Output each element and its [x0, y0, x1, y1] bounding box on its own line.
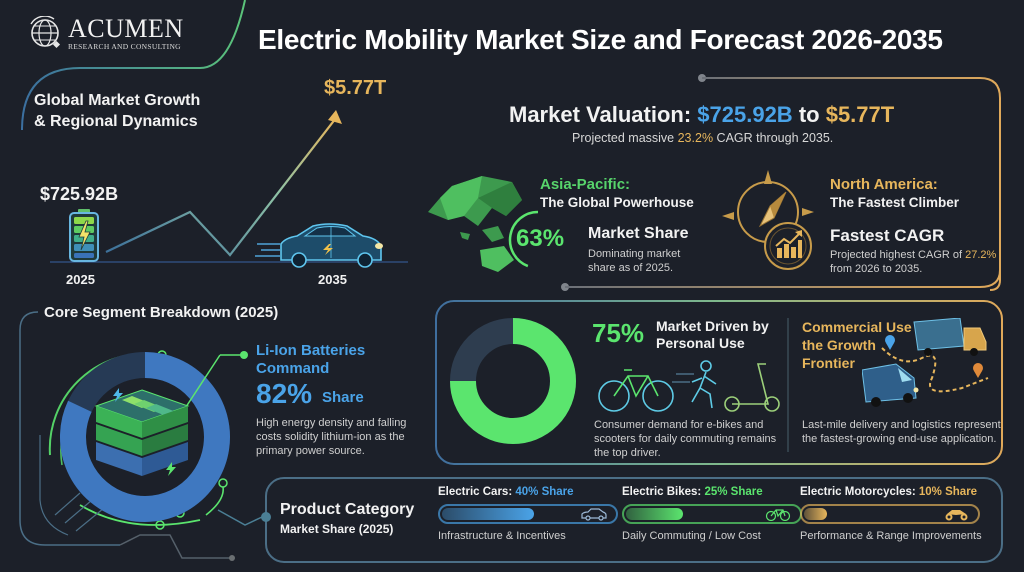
valuation-sub-prefix: Projected massive — [572, 131, 678, 145]
li-ion-description: High energy density and falling costs so… — [256, 417, 407, 457]
car-icon — [581, 508, 607, 521]
battery-stack-icon — [94, 389, 190, 476]
category-electric-cars: Electric Cars: 40% Share Infrastructure … — [438, 486, 618, 542]
core-segment-title: Core Segment Breakdown (2025) — [44, 304, 279, 321]
na-desc-prefix: Projected highest CAGR of — [830, 249, 966, 261]
growth-line — [105, 117, 337, 257]
personal-mobility-icons — [598, 360, 780, 412]
page-title: Electric Mobility Market Size and Foreca… — [258, 24, 943, 55]
commercial-use-title: Commercial Use is the Growth Frontier — [802, 319, 928, 371]
lightning-icon — [166, 462, 176, 476]
north-america-label: Fastest CAGR — [830, 226, 945, 245]
category-progress-fill — [626, 508, 684, 520]
van-icon — [862, 363, 919, 407]
start-year-label: 2025 — [66, 272, 95, 287]
category-share: 40% Share — [515, 486, 574, 498]
valuation-sub-suffix: CAGR through 2035. — [713, 131, 834, 145]
end-year-label: 2035 — [318, 272, 347, 287]
asia-pacific-title: Asia-Pacific: — [540, 176, 631, 193]
category-share: 25% Share — [704, 486, 763, 498]
map-pin-icon — [885, 335, 895, 350]
end-value-label: $5.77T — [324, 77, 387, 99]
commercial-use-description: Last-mile delivery and logistics represe… — [802, 419, 1001, 445]
na-cagr: 27.2% — [965, 249, 997, 261]
li-ion-percent: 82% — [256, 378, 313, 409]
bicycle-icon — [765, 509, 791, 521]
category-note: Daily Commuting / Low Cost — [622, 530, 761, 542]
product-category-title: Product Category — [280, 501, 415, 518]
growth-title-line1: Global Market Growth — [34, 92, 201, 109]
category-electric-motorcycles: Electric Motorcycles: 10% Share Performa… — [800, 486, 982, 542]
category-name: Electric Bikes: — [622, 486, 705, 498]
category-note: Infrastructure & Incentives — [438, 530, 566, 542]
company-logo: Acumen RESEARCH AND CONSULTING — [28, 16, 184, 51]
runner-icon — [672, 360, 717, 409]
asia-pacific-percent: 63% — [516, 225, 565, 252]
market-valuation-heading: Market Valuation: $725.92B to $5.77T — [509, 102, 894, 128]
category-progress-bar — [800, 504, 980, 524]
map-pin-icon — [973, 363, 983, 378]
lightning-icon — [113, 388, 123, 402]
growth-title-line2: & Regional Dynamics — [34, 113, 198, 130]
personal-use-title: Market Driven by Personal Use — [656, 318, 769, 351]
category-name: Electric Cars: — [438, 486, 516, 498]
growth-arrow-icon — [328, 110, 342, 124]
category-label: Electric Motorcycles: 10% Share — [800, 486, 980, 498]
growth-chart — [50, 110, 408, 263]
valuation-subtext: Projected massive 23.2% CAGR through 203… — [572, 131, 833, 145]
growth-section-title: Global Market Growth & Regional Dynamics — [34, 90, 200, 132]
growth-chart-icon — [764, 222, 812, 270]
asia-pacific-label: Market Share — [588, 225, 689, 242]
battery-donut-chart — [39, 350, 248, 536]
category-label: Electric Bikes: 25% Share — [622, 486, 802, 498]
na-desc-suffix: from 2026 to 2035. — [830, 249, 1000, 275]
asia-pacific-description: Dominating market share as of 2025. — [588, 248, 681, 274]
bicycle-icon — [598, 369, 674, 412]
asia-share-arc — [508, 210, 539, 268]
li-ion-share-label: Share — [322, 389, 364, 406]
battery-icon — [69, 209, 99, 262]
delivery-route-icon — [862, 318, 989, 407]
globe-icon — [30, 16, 61, 49]
category-progress-bar — [622, 504, 802, 524]
category-electric-bikes: Electric Bikes: 25% Share Daily Commutin… — [622, 486, 802, 542]
valuation-to: $5.77T — [825, 102, 895, 127]
product-category-subtitle: Market Share (2025) — [280, 522, 394, 536]
category-share: 10% Share — [918, 486, 978, 498]
category-note: Performance & Range Improvements — [800, 530, 982, 542]
personal-use-description: Consumer demand for e-bikes and scooters… — [594, 419, 777, 459]
valuation-cagr: 23.2% — [677, 131, 714, 145]
personal-use-donut — [450, 318, 576, 444]
category-progress-bar — [438, 504, 618, 524]
category-label: Electric Cars: 40% Share — [438, 486, 618, 498]
electric-car-icon — [255, 223, 383, 268]
asia-pacific-subtitle: The Global Powerhouse — [540, 195, 694, 210]
personal-use-percent: 75% — [592, 318, 645, 348]
logo-subtitle: RESEARCH AND CONSULTING — [68, 42, 181, 51]
valuation-joiner: to — [792, 102, 826, 127]
category-progress-fill — [442, 508, 534, 520]
scooter-icon — [724, 363, 780, 412]
truck-icon — [913, 318, 987, 356]
li-ion-headline: Li-Ion Batteries Command — [256, 342, 366, 377]
asia-pacific-map-icon — [428, 176, 522, 272]
valuation-from: $725.92B — [697, 102, 793, 127]
north-america-title: North America: — [830, 176, 938, 193]
logo-name: Acumen — [68, 14, 184, 43]
north-america-subtitle: The Fastest Climber — [830, 195, 960, 210]
valuation-prefix: Market Valuation: — [509, 102, 698, 127]
category-name: Electric Motorcycles: — [800, 486, 919, 498]
north-america-description: Projected highest CAGR of 27.2% from 202… — [830, 248, 1010, 276]
category-progress-fill — [804, 508, 827, 520]
start-value-label: $725.92B — [40, 184, 119, 204]
motorcycle-icon — [945, 510, 968, 521]
